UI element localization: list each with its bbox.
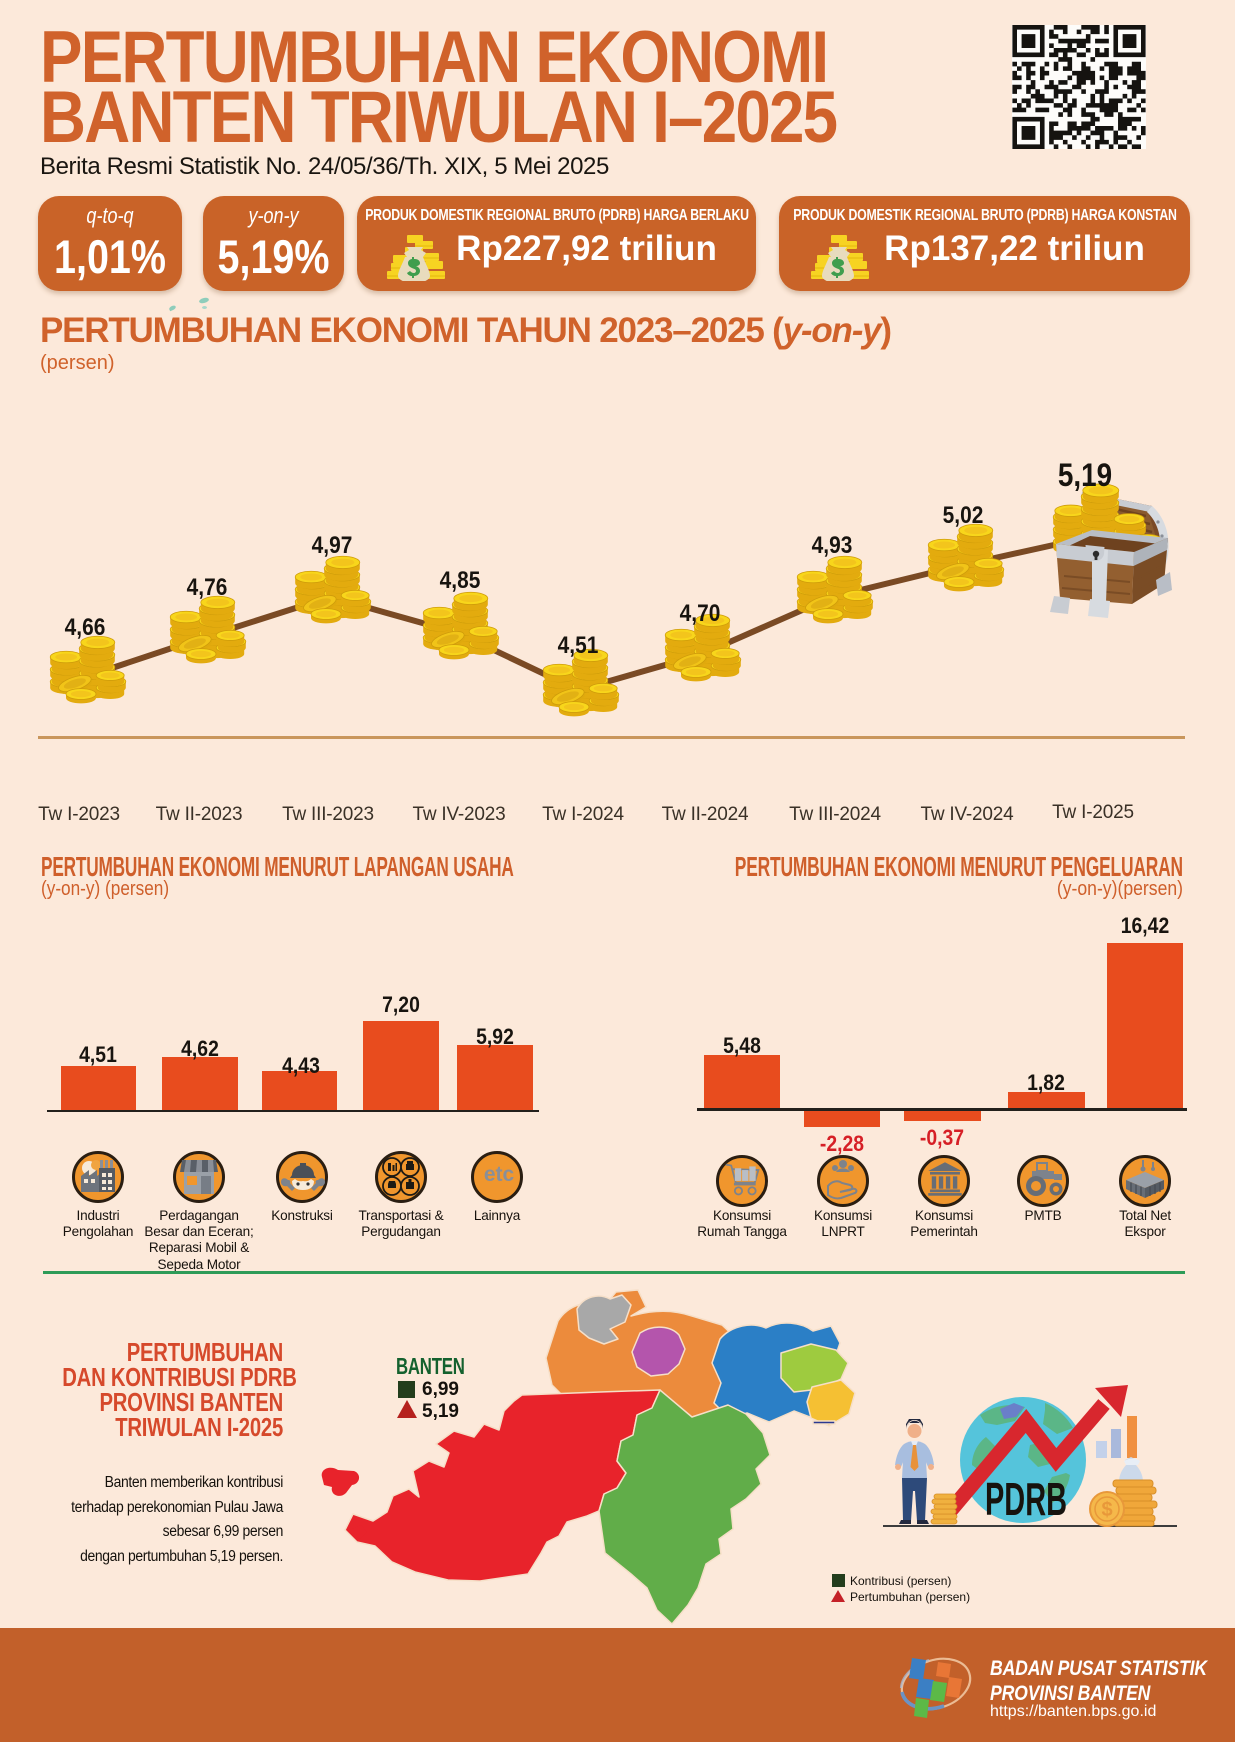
- svg-text:PDRB: PDRB: [985, 1473, 1067, 1525]
- svg-text:$: $: [1101, 1499, 1112, 1521]
